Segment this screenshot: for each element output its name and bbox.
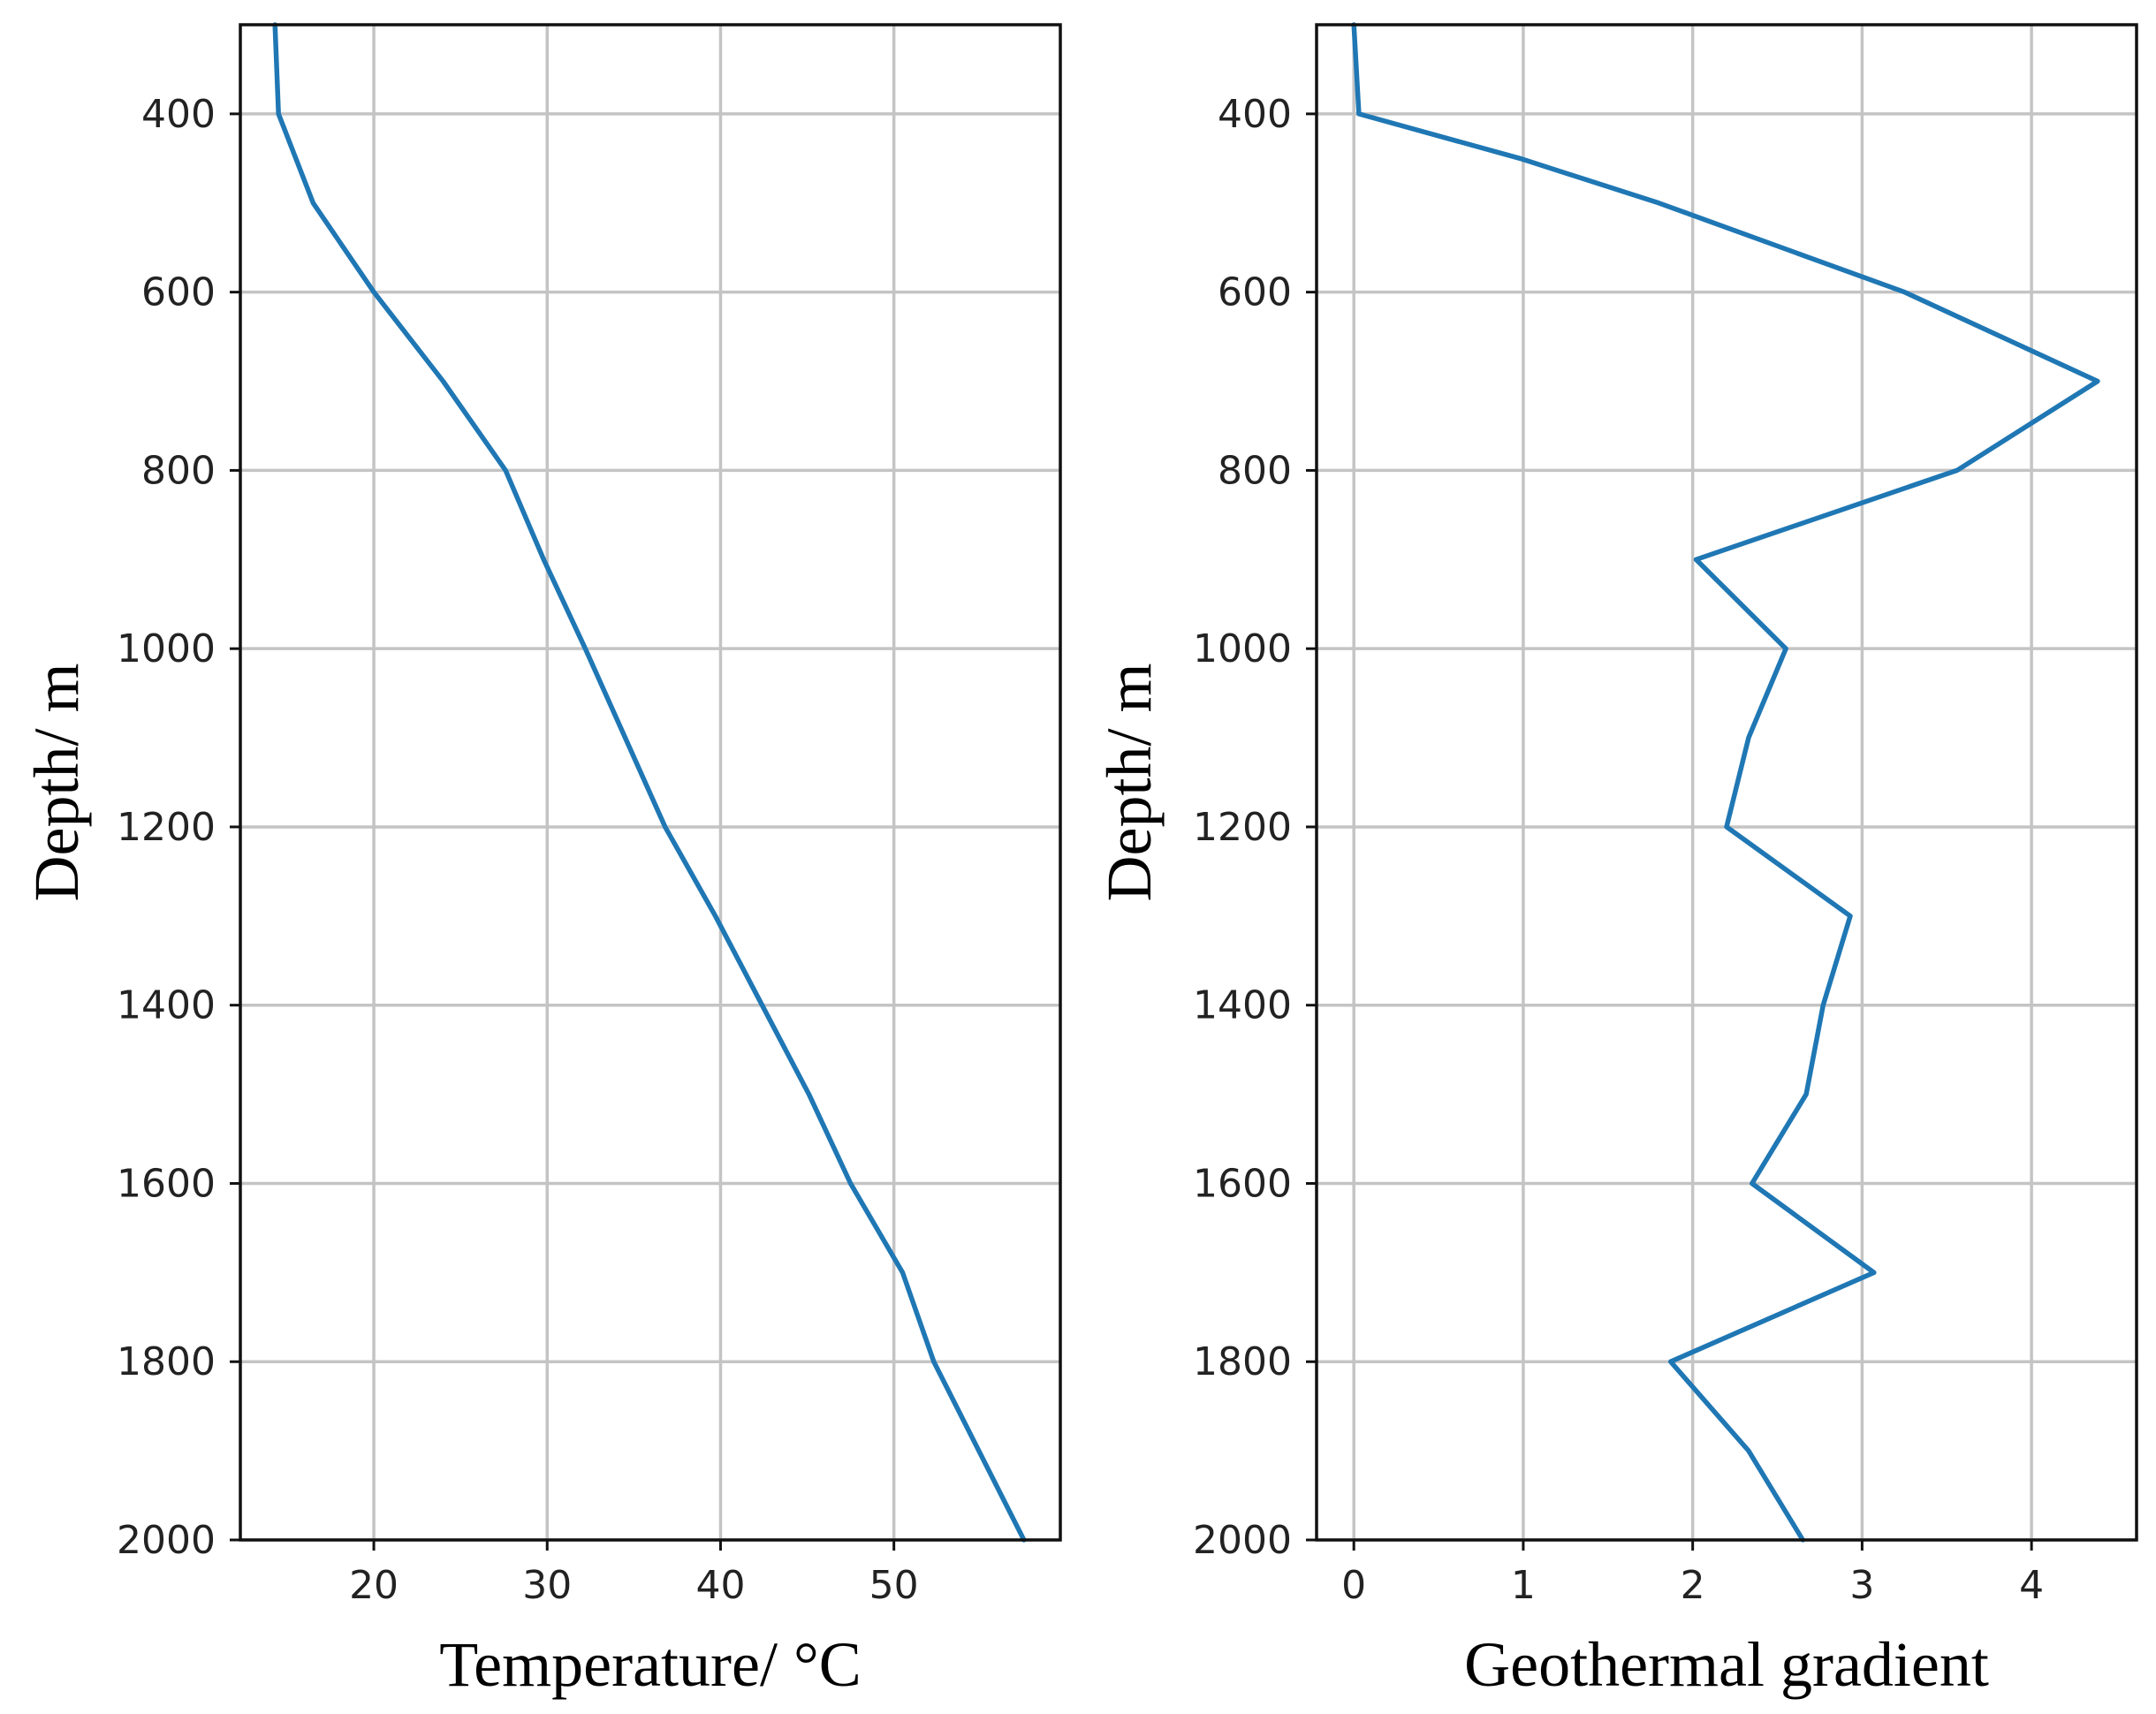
temperature-depth-panel: 20 30 40 50 400 600 800 1000 1200 1400 1600 1800 200…: [21, 22, 1062, 1700]
y-tick-label: 1000: [117, 626, 216, 671]
x-tick-label: 20: [349, 1563, 399, 1608]
y-tick-label: 600: [141, 270, 216, 315]
x-tick-label: 40: [695, 1563, 745, 1608]
y-tick-label: 2000: [117, 1518, 216, 1563]
x-tick-label: 30: [522, 1563, 572, 1608]
x-tick-label: 2: [1681, 1563, 1705, 1608]
y-tick-label: 800: [141, 448, 216, 493]
y-tick-label: 1600: [117, 1161, 216, 1206]
x-axis-label: Temperature/ °C: [439, 1629, 862, 1700]
y-tick-label: 1000: [1193, 626, 1292, 671]
y-tick-label: 1200: [1193, 805, 1292, 850]
series-line: [272, 22, 1027, 1543]
plot-frame: [1315, 23, 2138, 1542]
y-tick-label: 1800: [1193, 1339, 1292, 1384]
x-tick-label: 0: [1341, 1563, 1366, 1608]
y-tick-label: 1400: [117, 983, 216, 1028]
y-tick-label: 1200: [117, 805, 216, 850]
plot-frame: [239, 23, 1062, 1542]
y-axis-label: Depth/ m: [1094, 664, 1165, 902]
geothermal-gradient-depth-panel: 0 1 2 3 4 400 600 800 1000 1200 1400 1600 1800 2000 Ge…: [1094, 22, 2138, 1700]
y-tick-label: 600: [1218, 270, 1292, 315]
y-tick-label: 2000: [1193, 1518, 1292, 1563]
x-tick-label: 50: [869, 1563, 919, 1608]
y-tick-label: 400: [1218, 92, 1292, 137]
x-tick-label: 1: [1511, 1563, 1536, 1608]
series-line: [1351, 22, 2100, 1543]
y-tick-label: 800: [1218, 448, 1292, 493]
y-tick-label: 1600: [1193, 1161, 1292, 1206]
y-tick-label: 1400: [1193, 983, 1292, 1028]
y-tick-label: 400: [141, 92, 216, 137]
x-tick-label: 3: [1849, 1563, 1874, 1608]
x-tick-label: 4: [2019, 1563, 2044, 1608]
y-axis-label: Depth/ m: [21, 664, 92, 902]
y-tick-label: 1800: [117, 1339, 216, 1384]
x-axis-label: Geothermal gradient: [1464, 1629, 1989, 1700]
